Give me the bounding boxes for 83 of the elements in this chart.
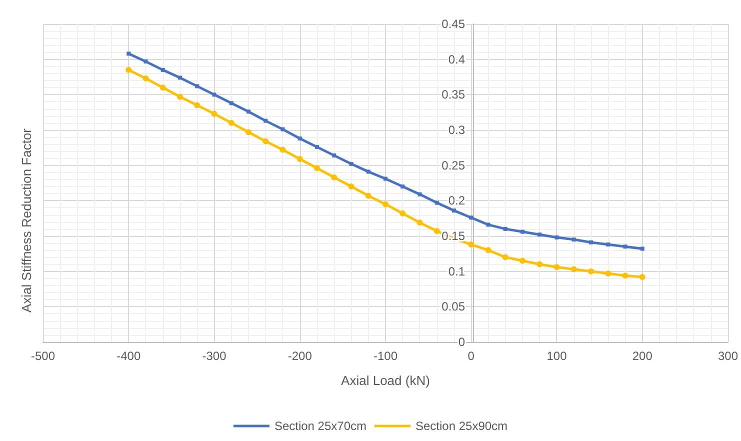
point (366, 170, 370, 174)
point (195, 84, 200, 88)
point (264, 118, 268, 123)
point (400, 184, 405, 189)
point (536, 261, 543, 268)
point (142, 75, 149, 82)
point (400, 210, 406, 216)
point (144, 59, 148, 64)
x-tick-label: 200 (632, 349, 653, 363)
point (382, 201, 388, 208)
point (588, 240, 593, 244)
point (554, 235, 559, 240)
point (211, 110, 218, 117)
x-tick-label: -100 (373, 349, 398, 363)
point (605, 270, 612, 276)
y-axis-title: Axial Stiffness Reduction Factor (19, 128, 34, 313)
point (502, 254, 508, 260)
point (606, 242, 610, 246)
point (623, 244, 628, 249)
x-axis-title: Axial Load (kN) (341, 373, 430, 388)
point (434, 200, 439, 205)
point (588, 268, 594, 274)
point (365, 192, 372, 199)
legend-label: Section 25x70cm (274, 419, 367, 433)
point (280, 127, 285, 132)
x-tick-label: 0 (468, 349, 475, 363)
point (469, 216, 474, 220)
point (246, 129, 252, 136)
point (538, 232, 542, 237)
point (331, 174, 338, 180)
x-tick-label: 300 (718, 349, 738, 363)
point (416, 220, 423, 226)
y-tick-label: 0.25 (442, 158, 466, 172)
point (262, 138, 269, 144)
point (572, 238, 576, 242)
point (520, 258, 526, 264)
point (570, 266, 577, 272)
y-tick-label: 0.05 (442, 300, 466, 314)
point (298, 136, 302, 140)
y-tick-label: 0.35 (442, 88, 466, 102)
point (296, 156, 303, 162)
point (246, 110, 250, 114)
x-tick-label: 100 (546, 349, 568, 363)
x-tick-label: -400 (116, 349, 141, 363)
point (639, 274, 646, 280)
y-tick-label: 0 (458, 335, 466, 349)
point (194, 102, 200, 108)
point (468, 241, 474, 248)
x-tick-label: -200 (288, 349, 312, 363)
y-tick-label: 0.1 (448, 264, 466, 278)
point (160, 84, 166, 91)
point (434, 228, 440, 234)
point (160, 68, 165, 72)
point (452, 208, 456, 213)
point (554, 264, 560, 270)
point (640, 246, 644, 251)
point (314, 165, 320, 172)
point (503, 226, 508, 231)
y-tick-label: 0.3 (448, 123, 466, 137)
x-tick-label: -300 (202, 349, 227, 363)
point (314, 144, 319, 149)
point (485, 247, 492, 254)
point (229, 101, 234, 106)
point (280, 146, 286, 153)
point (126, 52, 131, 56)
point (228, 120, 234, 126)
point (348, 184, 354, 190)
point (126, 66, 132, 73)
x-tick-label: -500 (30, 349, 56, 363)
legend-label: Section 25x90cm (416, 419, 508, 433)
point (520, 230, 524, 234)
point (486, 222, 490, 227)
y-tick-label: 0.45 (442, 17, 466, 31)
point (212, 92, 216, 97)
point (177, 94, 183, 100)
y-tick-label: 0.2 (448, 194, 466, 208)
point (332, 153, 336, 158)
point (418, 192, 422, 196)
point (622, 272, 628, 279)
y-tick-label: 0.4 (448, 52, 466, 66)
point (349, 162, 354, 166)
point (178, 76, 182, 80)
point (383, 176, 388, 181)
